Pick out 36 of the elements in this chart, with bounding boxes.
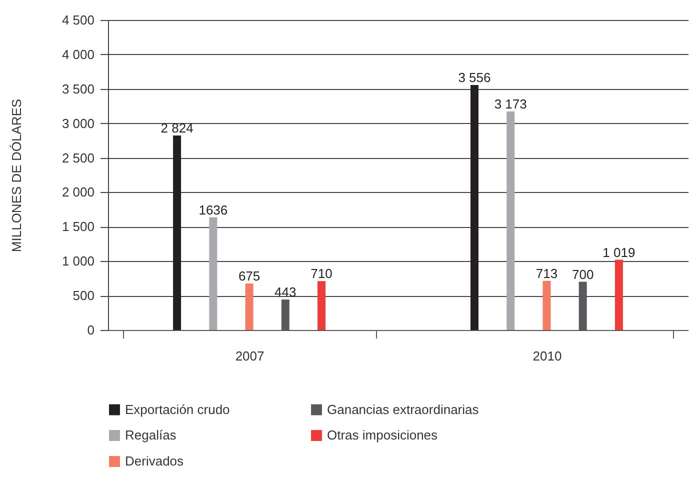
bar (318, 281, 326, 330)
bar (173, 135, 182, 330)
x-tick-label: 2007 (235, 348, 264, 364)
data-label: 1636 (198, 202, 228, 218)
data-label: 1 019 (602, 244, 636, 260)
y-tick-label: 4 000 (62, 46, 94, 62)
data-label: 2 824 (160, 120, 194, 136)
y-tick-label: 0 (87, 322, 94, 338)
y-tick-label: 3 000 (62, 116, 94, 131)
data-label: 3 173 (494, 96, 527, 112)
bar (614, 260, 623, 330)
legend-label: Derivados (125, 454, 184, 468)
bar (542, 280, 551, 330)
y-tick-label: 3 500 (62, 81, 94, 96)
data-label: 675 (238, 268, 260, 284)
x-tick-label: 2010 (532, 348, 562, 364)
legend-label: Ganancias extraordinarias (327, 402, 480, 417)
y-tick-label: 1 500 (62, 219, 94, 234)
legend-label: Exportación crudo (125, 402, 230, 417)
bar (506, 111, 515, 330)
bar (470, 85, 478, 330)
data-label: 700 (572, 266, 594, 282)
data-label: 713 (536, 266, 558, 281)
y-tick-label: 500 (72, 288, 94, 304)
legend-label: Otras imposiciones (327, 428, 438, 442)
y-axis-title: MILLONES DE DÓLARES (8, 98, 24, 252)
bar (209, 217, 218, 330)
legend-label: Regalías (125, 428, 177, 442)
data-label: 443 (274, 284, 296, 300)
bar (245, 284, 254, 330)
y-tick-label: 1 000 (62, 254, 94, 269)
y-tick-label: 2 000 (62, 184, 94, 200)
data-label: 3 556 (458, 70, 491, 86)
y-tick-label: 2 500 (62, 150, 94, 166)
y-tick-label: 4 500 (62, 12, 94, 28)
data-label: 710 (310, 266, 332, 282)
